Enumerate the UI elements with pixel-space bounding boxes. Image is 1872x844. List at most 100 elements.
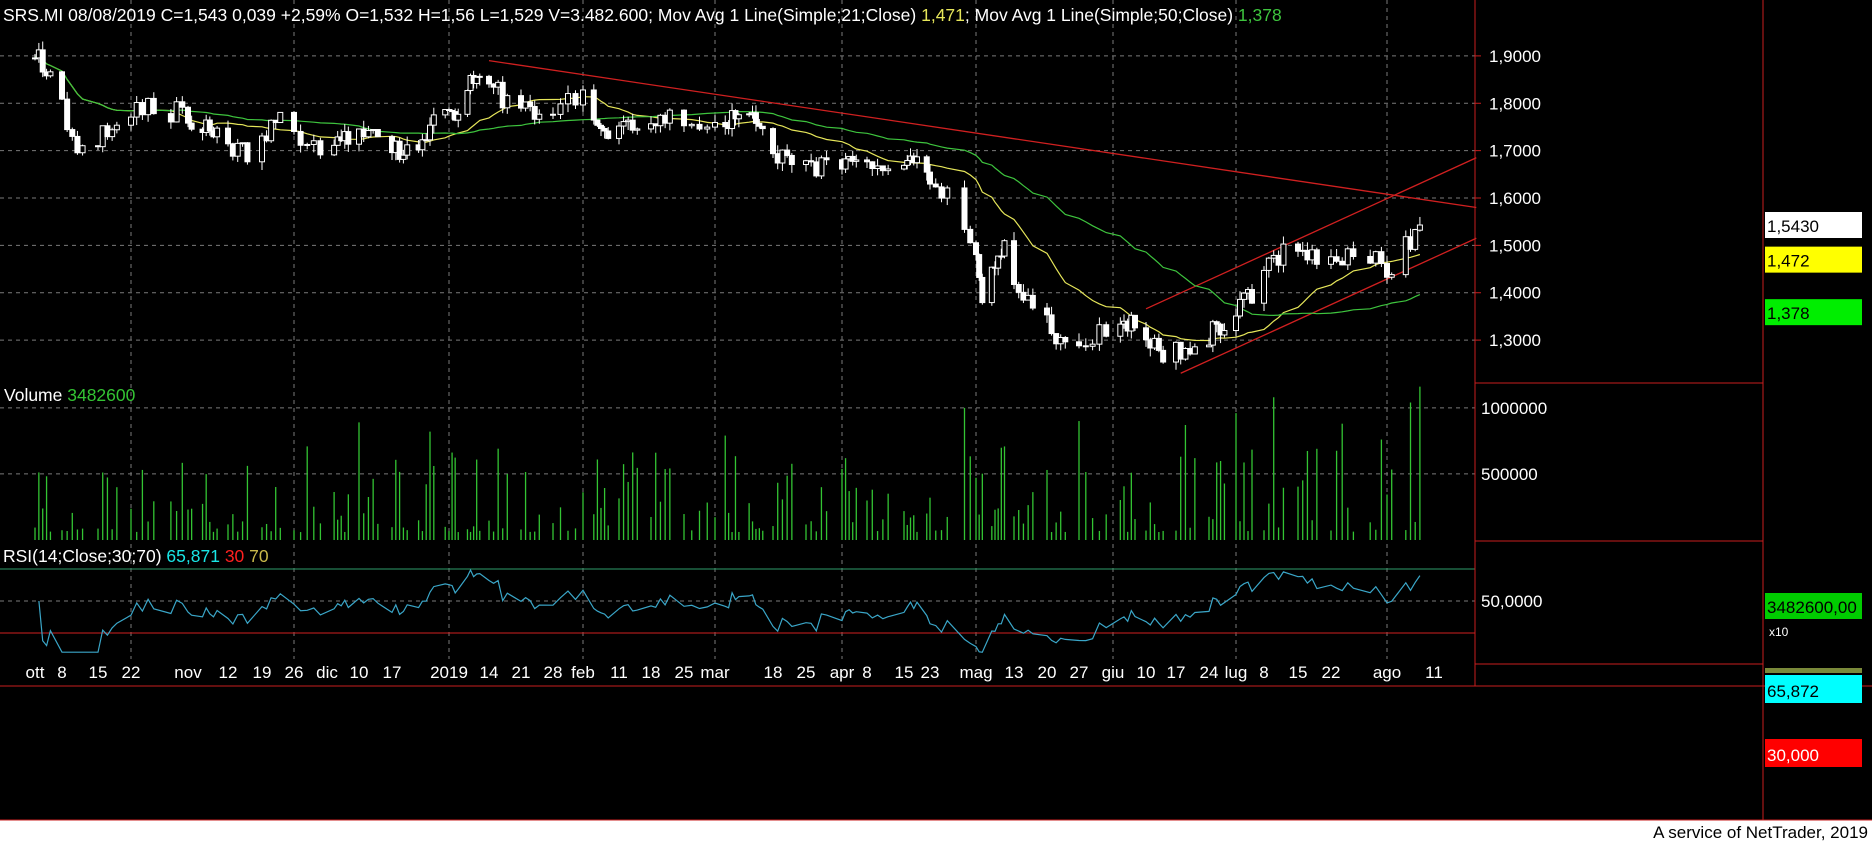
candle-body-up — [1412, 229, 1419, 250]
candle-body-up — [853, 159, 860, 162]
ma21-legend-value: 1,471 — [921, 5, 965, 25]
price-tick-label: 1,5000 — [1489, 236, 1541, 255]
date-tick-label: feb — [571, 663, 595, 682]
candle-body-down — [813, 161, 820, 177]
candle-body-up — [729, 110, 736, 130]
date-tick-label: 18 — [764, 663, 783, 682]
candle-body-down — [531, 105, 538, 120]
candle-body-up — [1265, 257, 1272, 271]
candle — [365, 125, 372, 139]
date-tick-label: ago — [1373, 663, 1401, 682]
candle-body-up — [712, 121, 718, 128]
candle-body-down — [932, 183, 939, 188]
date-tick-label: 24 — [1200, 663, 1219, 682]
trendline-channel-upper[interactable] — [1145, 157, 1477, 310]
candle — [1132, 314, 1138, 332]
date-tick-label: 2019 — [430, 663, 468, 682]
candle — [74, 130, 81, 155]
date-tick-label: 18 — [642, 663, 661, 682]
candle — [818, 155, 825, 180]
candle — [404, 136, 411, 160]
candle-body-up — [688, 123, 695, 127]
footer-background — [0, 820, 1872, 844]
candle-body-up — [304, 143, 311, 146]
candle — [206, 116, 213, 136]
candle-body-down — [1295, 243, 1301, 252]
candle-body-up — [1280, 243, 1287, 266]
rsi30-badge-text: 30,000 — [1767, 746, 1819, 765]
candle-body-down — [150, 97, 157, 115]
candle — [1265, 256, 1272, 278]
candle-body-up — [268, 119, 275, 142]
date-tick-label: 17 — [1167, 663, 1186, 682]
candle — [1261, 266, 1267, 311]
price-tick-label: 1,6000 — [1489, 189, 1541, 208]
candle-body-down — [188, 122, 195, 130]
candle — [864, 156, 870, 169]
candle-body-up — [419, 139, 426, 151]
date-tick-label: 28 — [544, 663, 563, 682]
candle-body-down — [1384, 263, 1390, 278]
volume-legend-label: Volume — [4, 385, 67, 405]
candle — [629, 113, 636, 134]
candle — [756, 119, 763, 129]
candle — [1015, 281, 1022, 299]
candle-body-up — [557, 103, 564, 115]
rsi30-badge-box — [1765, 739, 1862, 767]
candle — [1402, 230, 1409, 278]
candle — [784, 144, 791, 158]
candle — [531, 100, 538, 125]
candle — [1249, 284, 1255, 304]
candle-body-down — [1160, 349, 1167, 363]
candle — [722, 115, 729, 135]
candle — [704, 124, 711, 134]
price-tick-label: 1,4000 — [1489, 284, 1541, 303]
candle-body-down — [849, 155, 856, 162]
candle — [277, 111, 284, 124]
candle-body-up — [1233, 315, 1239, 332]
candle — [476, 73, 483, 86]
candle — [455, 108, 462, 128]
candle — [304, 142, 311, 150]
price-badge-text: 1,5430 — [1767, 217, 1819, 236]
date-tick-label: dic — [316, 663, 338, 682]
candle-body-up — [1191, 346, 1198, 355]
candle — [1143, 321, 1149, 347]
candle-body-up — [1328, 256, 1334, 265]
quote-summary: SRS.MI 08/08/2019 C=1,543 0,039 +2,59% O… — [3, 5, 648, 25]
candle — [973, 240, 979, 261]
candle — [696, 116, 703, 131]
rsi70-badge-edge — [1765, 668, 1862, 673]
candle — [419, 133, 426, 157]
candle-body-down — [1275, 254, 1282, 266]
candle — [729, 103, 736, 137]
trendline-channel-lower[interactable] — [1180, 237, 1477, 374]
ma21-badge: 1,472 — [1765, 246, 1862, 273]
candle-body-down — [1048, 314, 1055, 335]
price-tick-label: 1,3000 — [1489, 331, 1541, 350]
candle — [268, 119, 275, 143]
candle-body-down — [681, 109, 687, 127]
candle-body-down — [594, 119, 601, 126]
candle-body-down — [64, 98, 71, 131]
candle — [1328, 249, 1334, 270]
candle-body-down — [167, 113, 174, 123]
candle — [442, 108, 449, 119]
candle — [173, 96, 180, 123]
candle — [961, 180, 968, 233]
candle — [1241, 291, 1247, 308]
candle — [464, 89, 471, 117]
candle-body-up — [1209, 321, 1216, 346]
date-tick-label: 11 — [1425, 663, 1443, 682]
candle — [1233, 308, 1239, 337]
ma50-legend-label: ; Mov Avg 1 Line(Simple;50;Close) — [965, 5, 1238, 25]
candle-body-down — [601, 128, 608, 132]
trendline-resistance[interactable] — [488, 59, 1477, 209]
volume-bars — [34, 386, 1421, 540]
candle-body-up — [455, 113, 462, 121]
candle-body-up — [113, 124, 120, 131]
candle — [823, 150, 830, 166]
date-tick-label: apr — [830, 663, 855, 682]
candle-body-down — [938, 186, 945, 199]
